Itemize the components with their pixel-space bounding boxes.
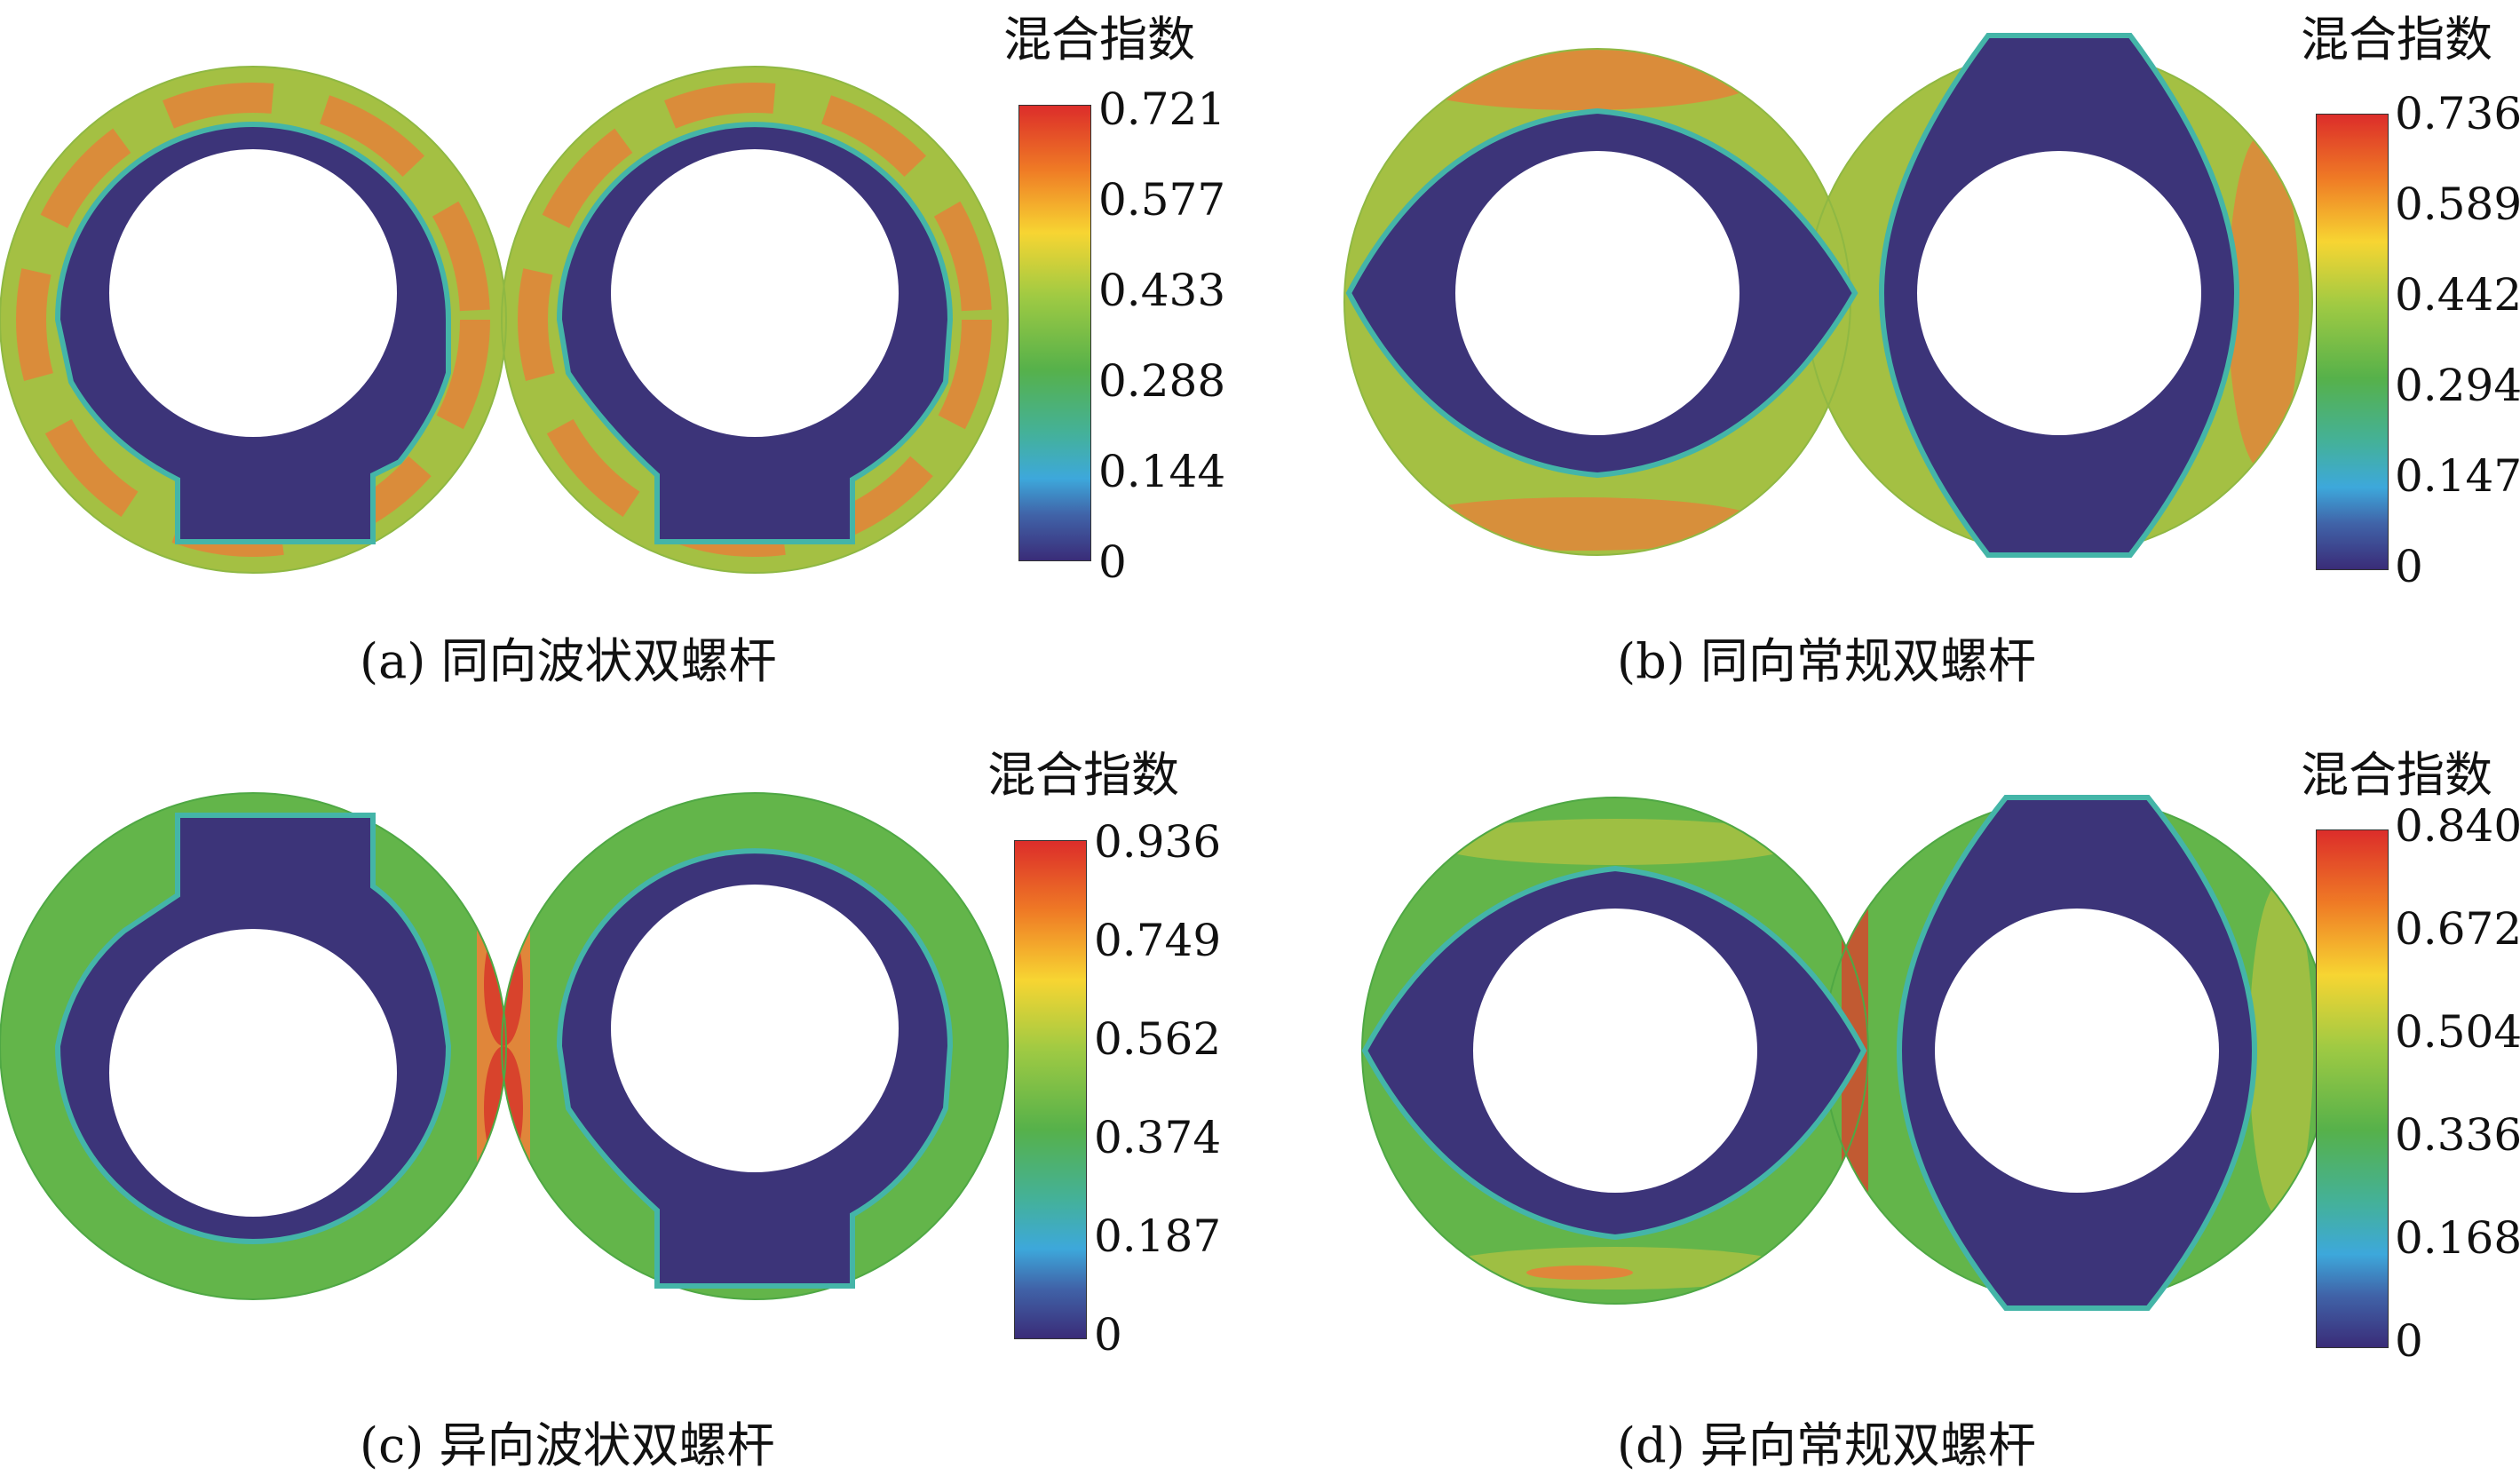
colorbar-tick-a-4: 0.144 [1098,446,1226,497]
colorbar-tick-d-4: 0.168 [2395,1212,2520,1264]
caption-b: (b) 同向常规双螺杆 [1617,633,2036,689]
colorbar-tick-a-0: 0.721 [1098,83,1226,135]
barrel-right-c [501,792,1009,1300]
barrel-left-a [0,66,507,574]
panel-c: 混合指数 0.936 0.749 0.562 0.374 0.187 0 (c)… [0,735,1260,1473]
colorbar-tick-d-1: 0.672 [2395,903,2520,955]
colorbar-tick-d-0: 0.840 [2395,800,2520,852]
barrel-right-a [501,66,1009,574]
colorbar-title-b: 混合指数 [2301,12,2492,67]
colorbar-tick-b-0: 0.736 [2395,88,2520,139]
shaft-hole-right-a [611,149,899,437]
colorbar-tick-b-4: 0.147 [2395,450,2520,502]
mixing-index-field-b [1343,33,2313,558]
caption-c: (c) 异向波状双螺杆 [360,1417,775,1473]
shaft-hole-right-b [1917,151,2201,435]
colorbar-tick-a-3: 0.288 [1098,355,1226,407]
colorbar-tick-c-0: 0.936 [1094,816,1222,868]
colorbar-a [1018,105,1091,561]
colorbar-tick-d-2: 0.504 [2395,1006,2520,1058]
colorbar-title-d: 混合指数 [2301,747,2492,803]
shaft-hole-left-b [1455,151,1739,435]
colorbar-tick-c-4: 0.187 [1094,1210,1222,1262]
mixing-index-field-a [0,66,1009,574]
colorbar-c [1014,840,1087,1339]
colorbar-tick-a-1: 0.577 [1098,174,1226,226]
shaft-hole-left-c [109,929,397,1217]
caption-d: (d) 异向常规双螺杆 [1617,1417,2036,1473]
shaft-hole-right-c [611,885,899,1172]
colorbar-tick-d-5: 0 [2395,1315,2423,1367]
colorbar-tick-c-5: 0 [1094,1309,1122,1361]
colorbar-tick-c-1: 0.749 [1094,915,1222,966]
mixing-index-field-d [1361,795,2331,1311]
colorbar-d [2316,829,2389,1348]
colorbar-tick-c-2: 0.562 [1094,1013,1222,1065]
colorbar-tick-d-3: 0.336 [2395,1109,2520,1161]
panel-a: 混合指数 0.721 0.577 0.433 0.288 0.144 0 (a)… [0,0,1260,735]
colorbar-b [2316,114,2389,570]
barrel-left-c [0,792,507,1300]
colorbar-title-a: 混合指数 [1003,12,1195,67]
shaft-hole-left-a [109,149,397,437]
caption-a: (a) 同向波状双螺杆 [360,633,777,689]
shaft-hole-left-d [1473,909,1757,1193]
colorbar-title-c: 混合指数 [987,747,1179,803]
panel-d: 混合指数 0.840 0.672 0.504 0.336 0.168 0 (d)… [1260,735,2520,1473]
colorbar-tick-a-5: 0 [1098,536,1127,588]
colorbar-tick-a-2: 0.433 [1098,265,1226,316]
shaft-hole-right-d [1935,909,2219,1193]
panel-b: 混合指数 0.736 0.589 0.442 0.294 0.147 0 (b)… [1260,0,2520,735]
colorbar-tick-b-2: 0.442 [2395,269,2520,321]
colorbar-tick-b-5: 0 [2395,541,2423,592]
mixing-index-field-c [0,792,1009,1300]
colorbar-tick-b-1: 0.589 [2395,179,2520,230]
colorbar-tick-b-3: 0.294 [2395,360,2520,411]
colorbar-tick-c-3: 0.374 [1094,1112,1222,1163]
